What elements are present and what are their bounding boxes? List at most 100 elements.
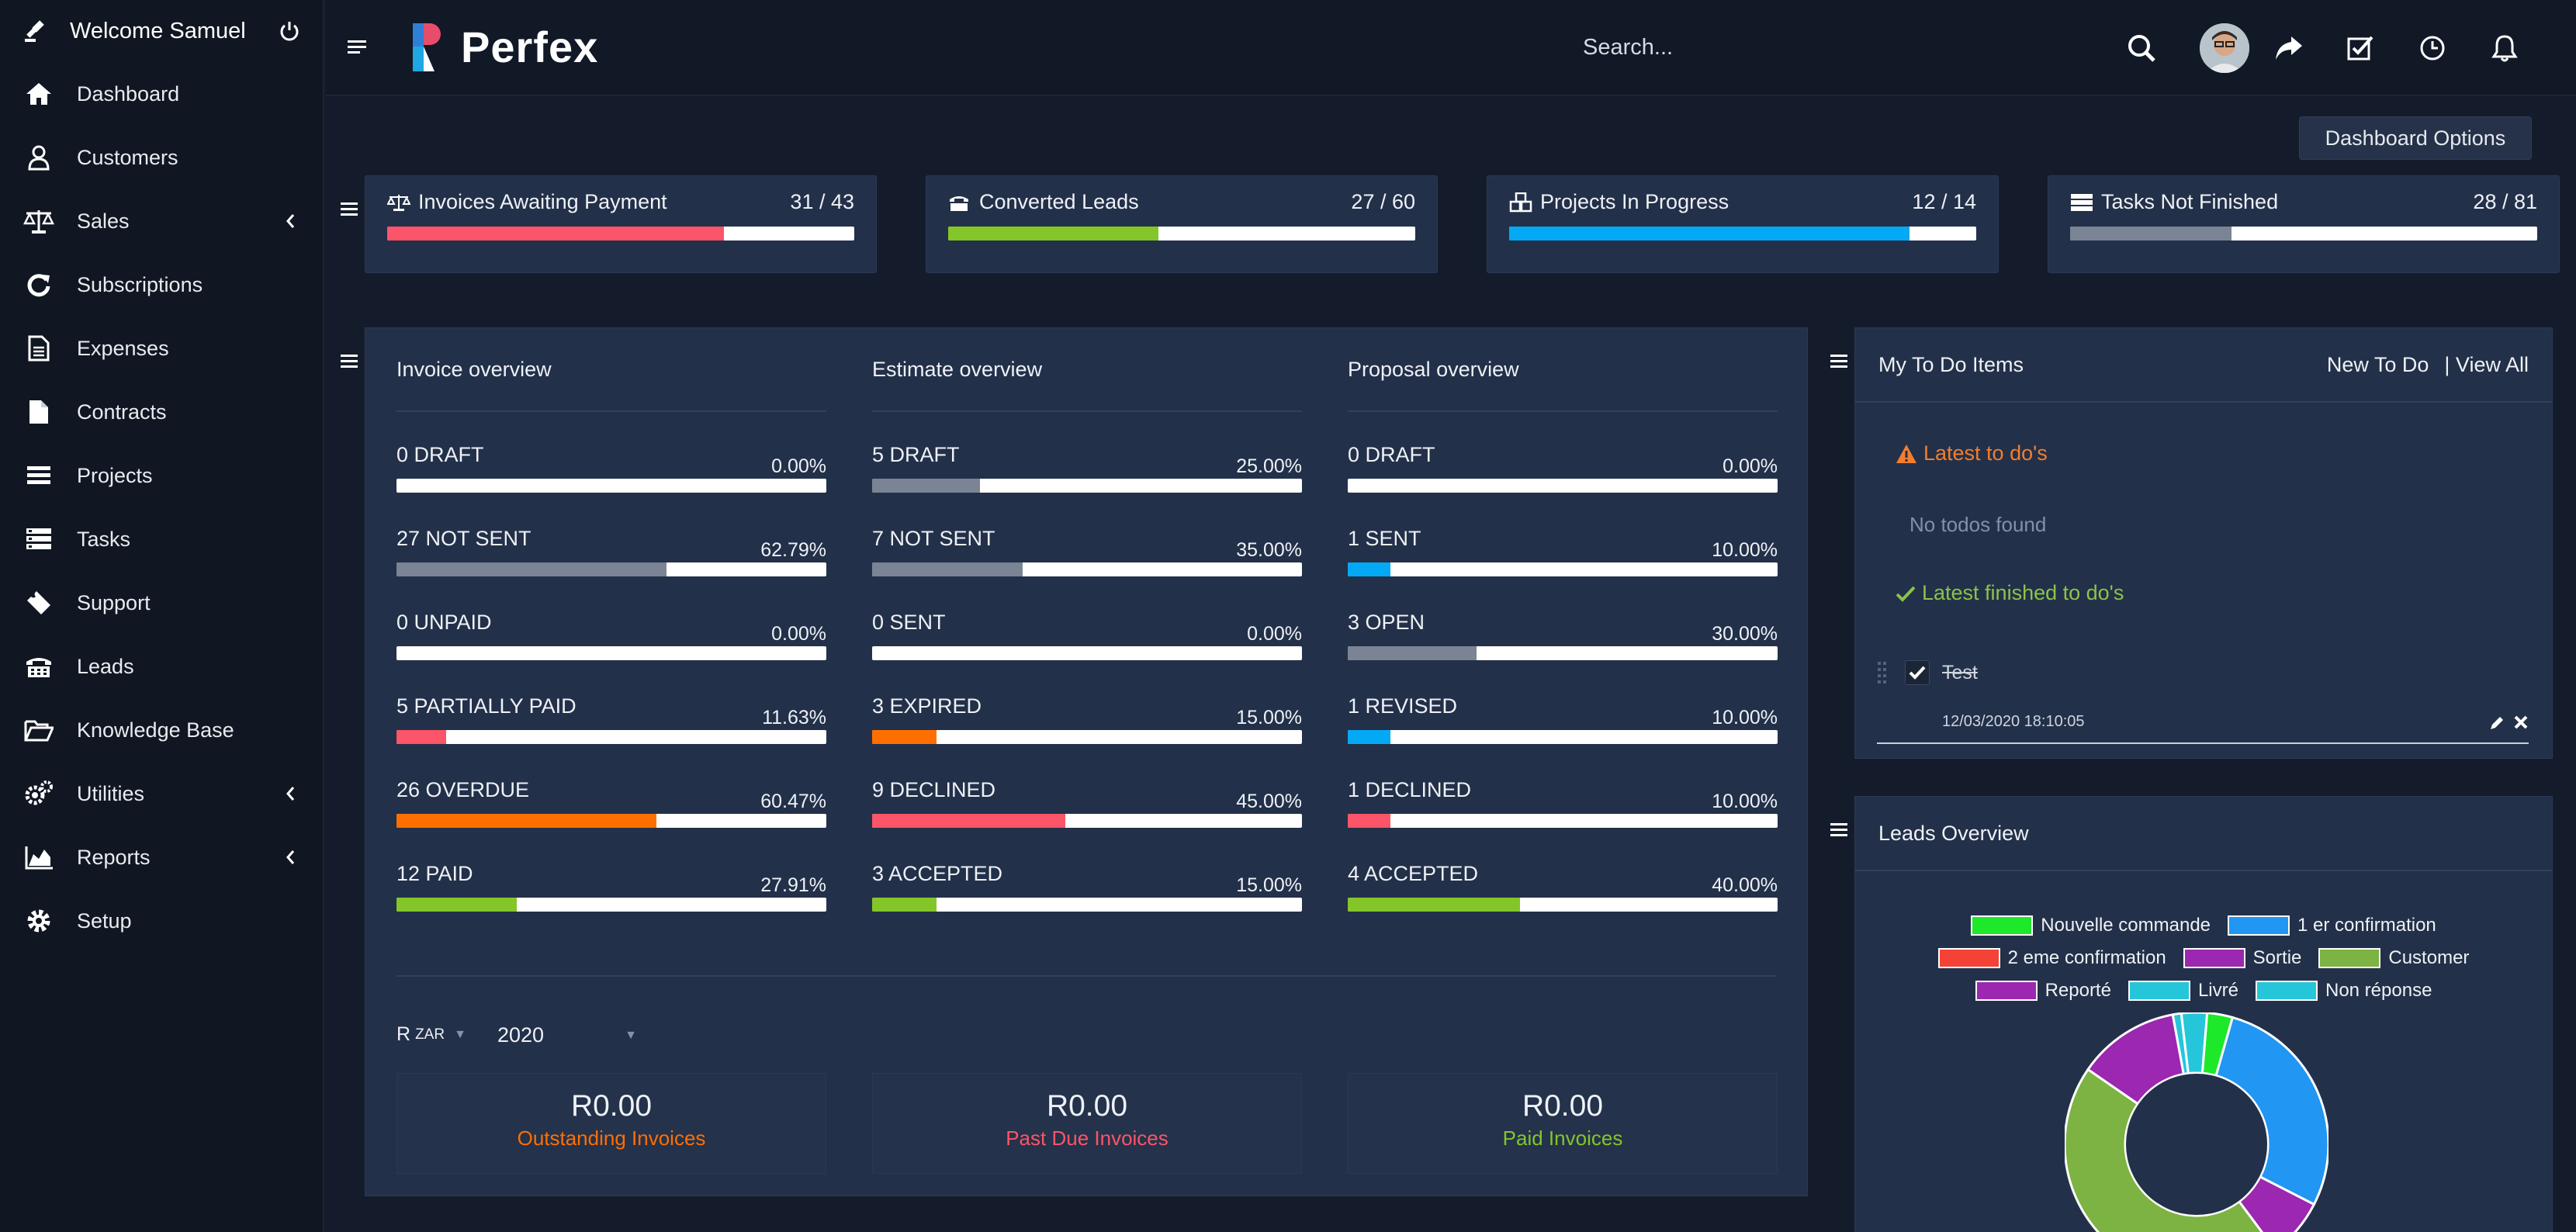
sidebar-menu: Dashboard Customers Sales Subscriptions Expe… [0,62,323,953]
legend-item[interactable]: Nouvelle commande [1971,915,2211,936]
overview-row[interactable]: 9 DECLINED 45.00% [872,747,1302,831]
total-box: R0.00 Paid Invoices [1348,1073,1778,1174]
legend-item[interactable]: Sortie [2183,947,2301,969]
overview-row-label: 0 SENT [872,611,946,634]
overview-row-label: 12 PAID [396,862,473,885]
overview-row[interactable]: 4 ACCEPTED 40.00% [1348,831,1778,915]
close-icon[interactable] [2513,715,2529,730]
sidebar-item-label: Dashboard [77,81,180,106]
overview-row[interactable]: 1 SENT 10.00% [1348,496,1778,580]
logo[interactable]: Perfex [413,22,598,72]
overview-row[interactable]: 12 PAID 27.91% [396,831,826,915]
sidebar-item-leads[interactable]: Leads [0,635,323,698]
stat-progress-fill [2070,227,2232,241]
file-icon [23,396,54,427]
latest-todos-label: Latest to do's [1923,441,2048,465]
currency-code: ZAR [415,1026,445,1043]
stat-title: Projects In Progress [1540,190,1729,213]
overview-row[interactable]: 1 REVISED 10.00% [1348,663,1778,747]
sidebar-item-utilities[interactable]: Utilities [0,762,323,825]
overview-progress-track [396,646,826,660]
search-input[interactable] [1583,29,2436,65]
search-icon[interactable] [2124,31,2159,65]
overview-row[interactable]: 5 PARTIALLY PAID 11.63% [396,663,826,747]
donut-slice[interactable] [2180,1012,2209,1075]
legend-swatch [2255,981,2318,1001]
power-icon[interactable] [276,20,303,42]
drag-handle-icon[interactable] [1830,821,1850,839]
sidebar-item-tasks[interactable]: Tasks [0,507,323,571]
sidebar-item-knowledge-base[interactable]: Knowledge Base [0,698,323,762]
overview-row[interactable]: 5 DRAFT 25.00% [872,412,1302,496]
stat-title: Invoices Awaiting Payment [418,190,667,213]
overview-row[interactable]: 0 SENT 0.00% [872,580,1302,663]
dashboard-options-button[interactable]: Dashboard Options [2299,116,2532,160]
overview-row[interactable]: 0 DRAFT 0.00% [396,412,826,496]
drag-handle-icon[interactable] [1830,352,1850,371]
todo-checkbox[interactable] [1905,660,1930,685]
sidebar-item-label: Knowledge Base [77,718,234,742]
legend-item[interactable]: 2 eme confirmation [1937,947,2166,969]
overview-row-label: 7 NOT SENT [872,527,995,550]
sidebar-item-expenses[interactable]: Expenses [0,317,323,380]
sidebar-item-label: Setup [77,908,132,933]
drag-handle-icon[interactable] [340,200,360,219]
overview-progress-fill [872,814,1066,828]
overview-row[interactable]: 3 ACCEPTED 15.00% [872,831,1302,915]
legend-item[interactable]: 1 er confirmation [2228,915,2436,936]
overview-row[interactable]: 1 DECLINED 10.00% [1348,747,1778,831]
stat-card-converted-leads[interactable]: Converted Leads 27 / 60 [926,175,1438,273]
overview-divider [396,975,1776,977]
stat-card-projects-in-progress[interactable]: Projects In Progress 12 / 14 [1487,175,1999,273]
sidebar-item-subscriptions[interactable]: Subscriptions [0,253,323,317]
overview-row[interactable]: 26 OVERDUE 60.47% [396,747,826,831]
sidebar-item-label: Projects [77,463,153,487]
view-all-link[interactable]: | View All [2444,352,2529,376]
overview-row[interactable]: 0 UNPAID 0.00% [396,580,826,663]
overview-progress-track [1348,646,1778,660]
sidebar-item-setup[interactable]: Setup [0,889,323,953]
sidebar-item-contracts[interactable]: Contracts [0,380,323,444]
year-select[interactable]: 2020 ▼ [497,1023,637,1047]
overview-row[interactable]: 7 NOT SENT 35.00% [872,496,1302,580]
overview-row[interactable]: 27 NOT SENT 62.79% [396,496,826,580]
overview-row[interactable]: 3 EXPIRED 15.00% [872,663,1302,747]
clock-icon[interactable] [2415,31,2450,65]
gear-icon [23,905,54,936]
stat-header: Invoices Awaiting Payment 31 / 43 [387,190,854,214]
checkbox-tasks-icon[interactable] [2343,31,2377,65]
overview-row-percent: 40.00% [1712,874,1778,896]
stat-card-tasks-not-finished[interactable]: Tasks Not Finished 28 / 81 [2048,175,2560,273]
overview-row-percent: 35.00% [1236,539,1302,561]
legend-item[interactable]: Reporté [1975,980,2111,1002]
new-todo-link[interactable]: New To Do [2326,352,2429,376]
overview-row[interactable]: 0 DRAFT 0.00% [1348,412,1778,496]
sidebar-item-sales[interactable]: Sales [0,189,323,253]
donut-slice[interactable] [2214,1016,2328,1206]
bell-icon[interactable] [2488,31,2522,65]
legend-item[interactable]: Livré [2128,980,2238,1002]
overview-row-label: 0 DRAFT [396,443,484,466]
sidebar-item-support[interactable]: Support [0,571,323,635]
donut-slice[interactable] [2237,1175,2316,1232]
overview-row[interactable]: 3 OPEN 30.00% [1348,580,1778,663]
sidebar-item-projects[interactable]: Projects [0,444,323,507]
drag-handle-icon[interactable] [340,352,360,371]
sidebar-item-customers[interactable]: Customers [0,126,323,189]
avatar[interactable] [2200,23,2249,73]
overview-row-percent: 60.47% [760,791,826,812]
sidebar-item-reports[interactable]: Reports [0,825,323,889]
legend-item[interactable]: Customer [2318,947,2469,969]
share-icon[interactable] [2272,31,2306,65]
sidebar-item-dashboard[interactable]: Dashboard [0,62,323,126]
pencil-icon[interactable] [2488,715,2505,732]
sidebar-item-label: Tasks [77,527,131,551]
legend-item[interactable]: Non réponse [2255,980,2432,1002]
grip-icon[interactable] [1877,660,1888,683]
overview-progress-fill [396,562,667,576]
donut-slice[interactable] [2065,1068,2276,1232]
total-label: Past Due Invoices [1006,1126,1169,1150]
stat-card-invoices-awaiting-payment[interactable]: Invoices Awaiting Payment 31 / 43 [365,175,877,273]
menu-toggle-icon[interactable] [346,36,369,59]
currency-select[interactable]: R ZAR ▼ [396,1023,466,1046]
